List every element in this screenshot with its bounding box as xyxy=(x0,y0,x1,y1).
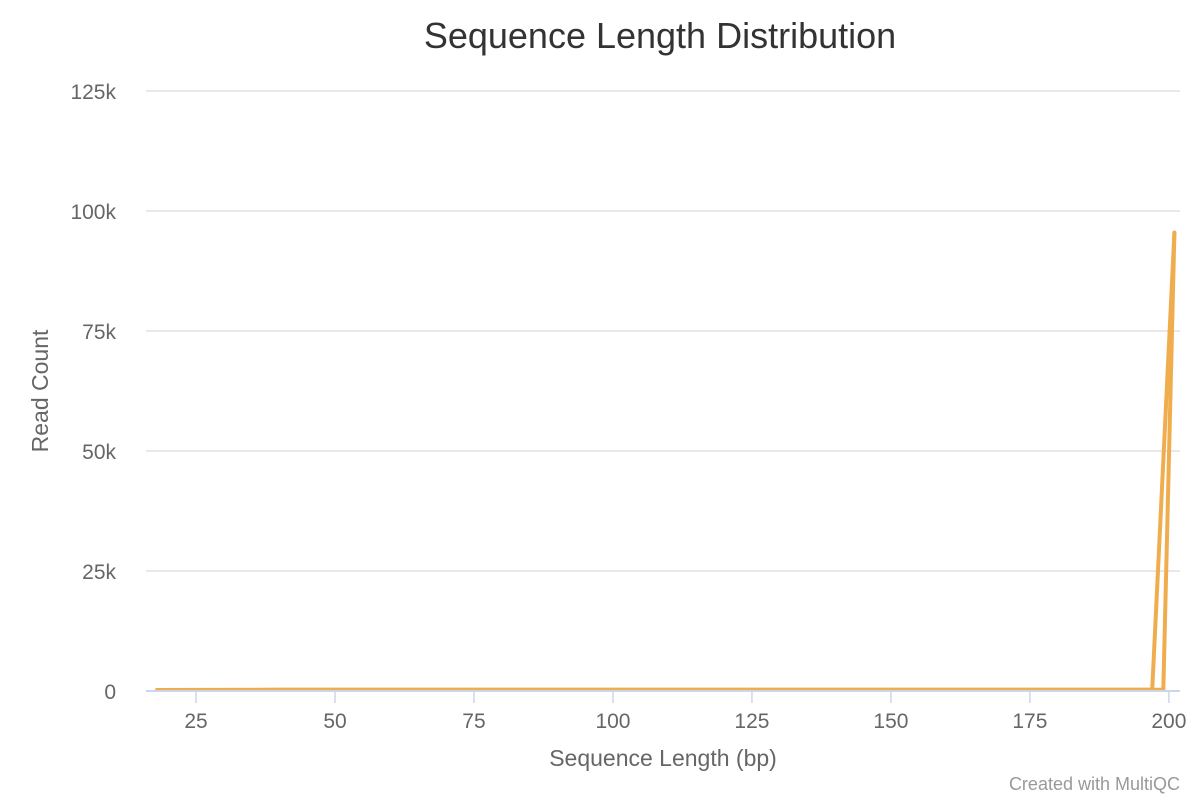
series-layer xyxy=(155,230,1177,692)
credit-text[interactable]: Created with MultiQC xyxy=(1009,774,1180,794)
y-axis-label: Read Count xyxy=(27,329,53,452)
y-axis-ticks: 0 25k 50k 75k 100k 125k xyxy=(70,81,116,704)
x-tick-label: 25 xyxy=(184,710,207,733)
grid-lines xyxy=(146,90,1180,572)
x-tick-label: 125 xyxy=(734,710,769,733)
y-tick-label: 0 xyxy=(104,681,116,704)
y-tick-label: 125k xyxy=(70,81,116,104)
x-tick-label: 200 xyxy=(1151,710,1186,733)
y-tick-label: 75k xyxy=(82,321,116,344)
series-line-2[interactable] xyxy=(155,230,1177,692)
series-line-1[interactable] xyxy=(155,230,1177,692)
x-axis: 25 50 75 100 125 150 175 200 xyxy=(146,690,1186,733)
x-tick-label: 150 xyxy=(873,710,908,733)
chart-title: Sequence Length Distribution xyxy=(424,15,896,56)
x-tick-label: 75 xyxy=(462,710,485,733)
y-tick-label: 25k xyxy=(82,561,116,584)
x-tick-label: 175 xyxy=(1012,710,1047,733)
y-tick-label: 50k xyxy=(82,441,116,464)
x-tick-label: 50 xyxy=(323,710,346,733)
x-axis-label: Sequence Length (bp) xyxy=(549,745,777,771)
y-tick-label: 100k xyxy=(70,201,116,224)
x-tick-label: 100 xyxy=(595,710,630,733)
